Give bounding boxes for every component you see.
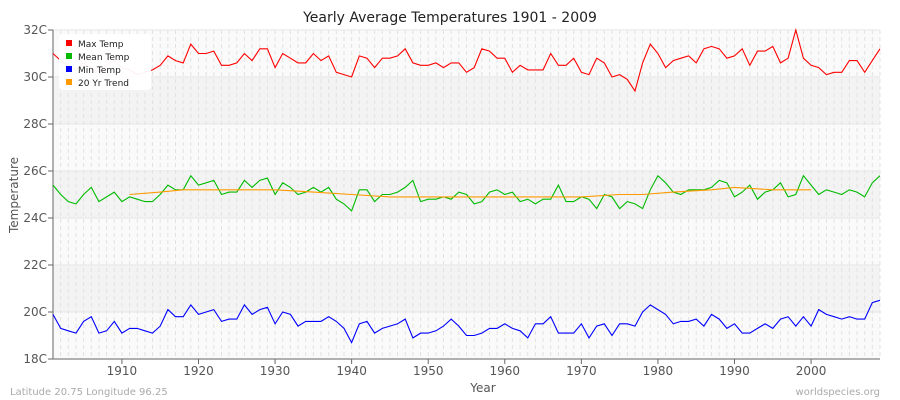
legend-swatch [66, 79, 72, 85]
x-tick-label: 1980 [643, 364, 674, 378]
y-tick-label: 30C [23, 70, 47, 84]
y-tick-label: 26C [23, 164, 47, 178]
legend-swatch [66, 53, 72, 59]
x-tick-label: 1910 [107, 364, 138, 378]
y-tick-label: 22C [23, 258, 47, 272]
legend-swatch [66, 66, 72, 72]
y-tick-label: 28C [23, 117, 47, 131]
x-tick-label: 1930 [260, 364, 291, 378]
series-line-mean-temp [52, 174, 881, 212]
y-tick-label: 20C [23, 305, 47, 319]
chart-title: Yearly Average Temperatures 1901 - 2009 [302, 10, 597, 26]
legend-label: Mean Temp [78, 53, 130, 63]
series-line-20-yr-trend [129, 186, 812, 198]
series-line-min-temp [52, 299, 881, 344]
location-caption: Latitude 20.75 Longitude 96.25 [10, 387, 168, 398]
x-tick-label: 1920 [183, 364, 214, 378]
x-axis-label: Year [469, 381, 495, 395]
legend-box [59, 34, 151, 90]
series-line-max-temp [52, 27, 881, 93]
y-tick-label: 32C [23, 23, 47, 37]
y-tick-label: 18C [23, 352, 47, 366]
legend-label: Max Temp [78, 40, 124, 50]
x-tick-label: 2000 [796, 364, 827, 378]
legend-label: 20 Yr Trend [78, 79, 129, 89]
legend: Max Temp Mean Temp Min Temp 20 Yr Trend [59, 34, 151, 90]
legend-swatch [66, 40, 72, 46]
x-tick-label: 1940 [336, 364, 367, 378]
y-tick-label: 24C [23, 211, 47, 225]
x-tick-label: 1960 [490, 364, 521, 378]
x-tick-label: 1950 [413, 364, 444, 378]
source-caption[interactable]: worldspecies.org [796, 387, 880, 398]
x-tick-label: 1990 [719, 364, 750, 378]
y-axis-label: Temperature [7, 157, 21, 234]
legend-label: Min Temp [78, 66, 121, 76]
x-tick-label: 1970 [566, 364, 597, 378]
